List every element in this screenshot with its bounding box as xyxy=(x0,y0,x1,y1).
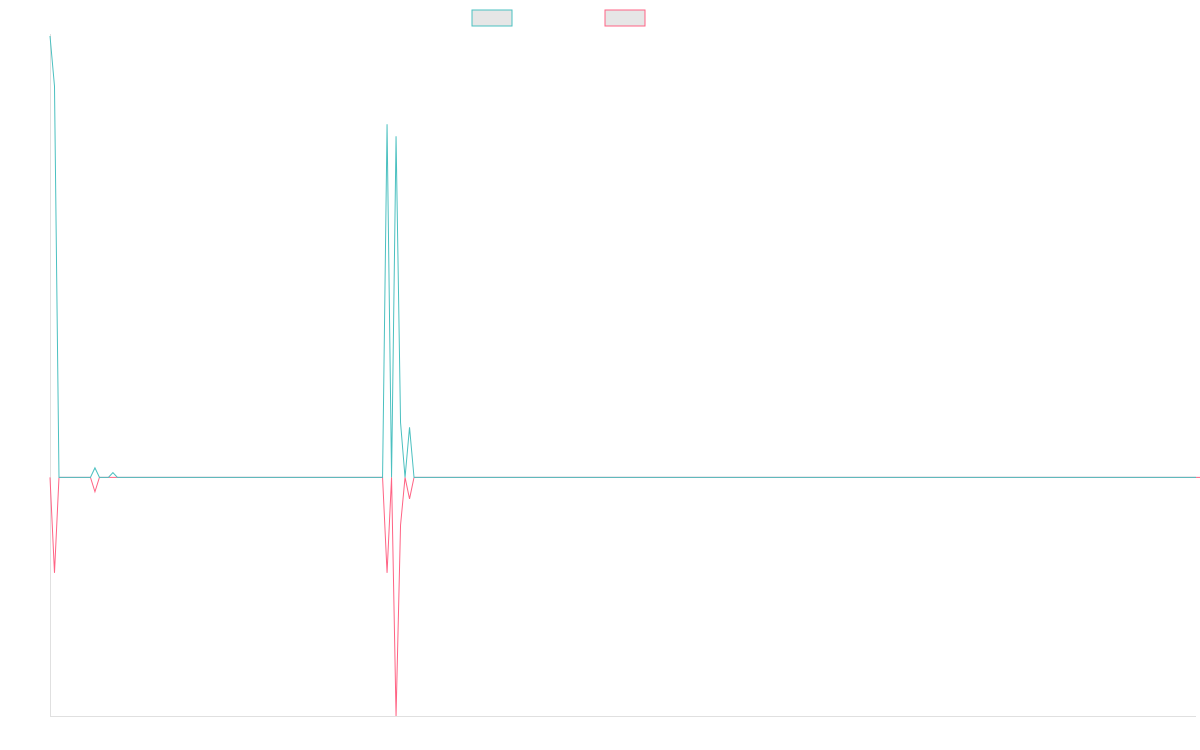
plot-area xyxy=(49,35,1200,717)
legend-swatch-series-2 xyxy=(604,9,646,27)
legend xyxy=(471,9,646,27)
legend-swatch-series-1 xyxy=(471,9,513,27)
series-line-1 xyxy=(49,35,1196,478)
legend-item-series-2[interactable] xyxy=(604,9,646,27)
legend-item-series-1[interactable] xyxy=(471,9,513,27)
series-line-2 xyxy=(49,476,1200,717)
